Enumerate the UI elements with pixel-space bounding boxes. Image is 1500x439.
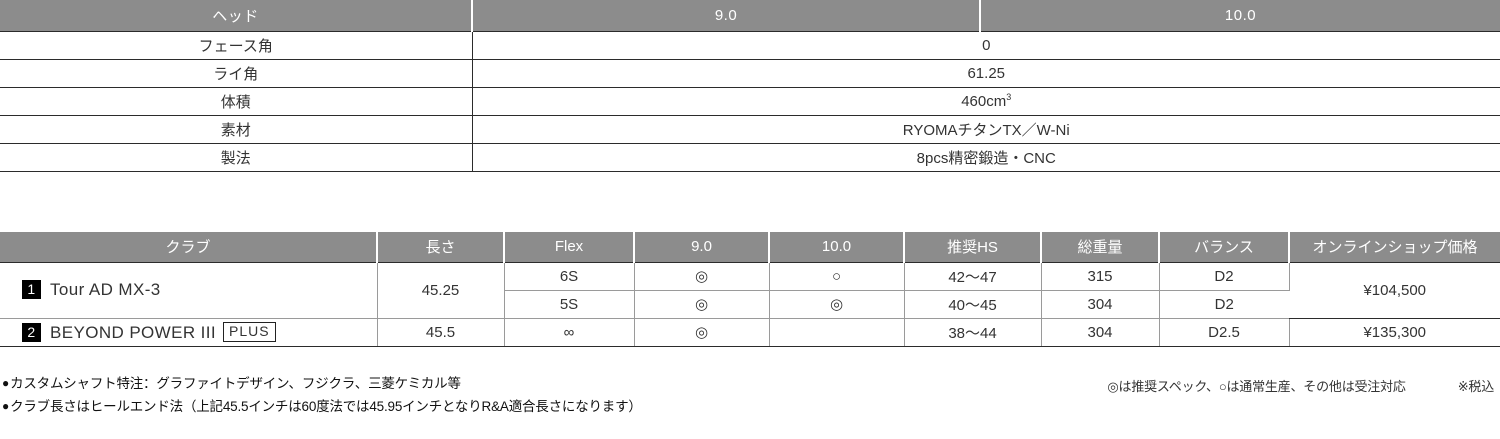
bullet-icon: ● — [2, 399, 10, 413]
club-length: 45.5 — [377, 318, 505, 347]
spec-row-face-angle: フェース角 0 — [0, 30, 1500, 60]
club-header-flex: Flex — [504, 232, 635, 262]
club-flex: 6S — [504, 261, 635, 291]
club-recommended-hs: 42〜47 — [904, 261, 1042, 291]
club-total-weight: 315 — [1041, 261, 1160, 291]
spec-label: 製法 — [0, 143, 473, 172]
cubic-superscript: 3 — [1006, 92, 1012, 102]
club-plus-tag: PLUS — [223, 321, 276, 342]
club-header-weight: 総重量 — [1041, 232, 1160, 262]
spec-label: 体積 — [0, 87, 473, 116]
spec-value: RYOMAチタンTX／W-Ni — [472, 115, 1500, 144]
club-loft-9-mark: ◎ — [634, 290, 770, 319]
spec-row-material: 素材 RYOMAチタンTX／W-Ni — [0, 115, 1500, 144]
club-total-weight: 304 — [1041, 318, 1160, 347]
footnotes-right: ◎は推奨スペック、○は通常生産、その他は受注対応 ※税込 — [894, 376, 1494, 395]
footnotes-left: ●カスタムシャフト特注：グラファイトデザイン、フジクラ、三菱ケミカル等 ●クラブ… — [2, 372, 642, 418]
club-header-loft-10: 10.0 — [769, 232, 905, 262]
club-price: ¥104,500 — [1289, 261, 1500, 319]
club-flex: 5S — [504, 290, 635, 319]
tax-note: ※税込 — [1457, 379, 1494, 394]
legend-marks-note: ◎は推奨スペック、○は通常生産、その他は受注対応 — [1107, 379, 1406, 394]
club-loft-10-mark: ◎ — [769, 290, 905, 319]
spec-value: 61.25 — [472, 59, 1500, 88]
footnote-club-length: ●クラブ長さはヒールエンド法（上記45.5インチは60度法では45.95インチと… — [2, 395, 642, 418]
club-name-cell: 2 BEYOND POWER III PLUS — [0, 318, 378, 347]
club-header-hs: 推奨HS — [904, 232, 1042, 262]
footnote-text: カスタムシャフト特注：グラファイトデザイン、フジクラ、三菱ケミカル等 — [10, 376, 461, 391]
spec-value: 0 — [472, 30, 1500, 60]
spec-value-text: 460cm — [961, 93, 1007, 110]
spec-label: 素材 — [0, 115, 473, 144]
club-name-cell: 1 Tour AD MX-3 — [0, 261, 378, 319]
club-balance: D2 — [1159, 261, 1290, 291]
club-name-label: Tour AD MX-3 — [50, 280, 161, 299]
spec-row-volume: 体積 460cm3 — [0, 87, 1500, 116]
spec-header-loft-10: 10.0 — [980, 0, 1500, 31]
club-header-price: オンラインショップ価格 — [1289, 232, 1500, 262]
club-spec-table: クラブ 長さ Flex 9.0 10.0 推奨HS 総重量 バランス オンライン… — [0, 232, 1500, 347]
table-row: 1 Tour AD MX-3 45.25 6S ◎ ○ 42〜47 315 D2 … — [0, 261, 1500, 319]
club-recommended-hs: 40〜45 — [904, 290, 1042, 319]
table-row: 2 BEYOND POWER III PLUS 45.5 ∞ ◎ 38〜44 304… — [0, 318, 1500, 347]
club-balance: D2.5 — [1159, 318, 1290, 347]
footnote-text: クラブ長さはヒールエンド法（上記45.5インチは60度法では45.95インチとな… — [10, 399, 642, 414]
spec-value: 460cm3 — [472, 87, 1500, 116]
spec-row-manufacturing: 製法 8pcs精密鍛造・CNC — [0, 143, 1500, 172]
head-spec-table: ヘッド 9.0 10.0 フェース角 0 ライ角 61.25 体積 460cm3… — [0, 0, 1500, 172]
club-price: ¥135,300 — [1289, 318, 1500, 347]
footnote-custom-shaft: ●カスタムシャフト特注：グラファイトデザイン、フジクラ、三菱ケミカル等 — [2, 372, 642, 395]
spec-header-head: ヘッド — [0, 0, 473, 31]
spec-label: フェース角 — [0, 30, 473, 60]
club-number-badge: 1 — [22, 280, 41, 299]
club-header-length: 長さ — [377, 232, 505, 262]
club-header-club: クラブ — [0, 232, 378, 262]
spec-label: ライ角 — [0, 59, 473, 88]
spec-value: 8pcs精密鍛造・CNC — [472, 143, 1500, 172]
club-length: 45.25 — [377, 261, 505, 319]
table-row: 5S ◎ ◎ 40〜45 304 D2 — [0, 290, 1500, 319]
club-loft-10-mark: ○ — [769, 261, 905, 291]
bullet-icon: ● — [2, 376, 10, 390]
club-flex: ∞ — [504, 318, 635, 347]
club-table-header-row: クラブ 長さ Flex 9.0 10.0 推奨HS 総重量 バランス オンライン… — [0, 232, 1500, 262]
club-loft-9-mark: ◎ — [634, 261, 770, 291]
club-header-balance: バランス — [1159, 232, 1290, 262]
spec-header-loft-9: 9.0 — [472, 0, 981, 31]
club-loft-10-mark — [769, 318, 905, 347]
club-recommended-hs: 38〜44 — [904, 318, 1042, 347]
club-loft-9-mark: ◎ — [634, 318, 770, 347]
club-header-loft-9: 9.0 — [634, 232, 770, 262]
spec-table-header-row: ヘッド 9.0 10.0 — [0, 0, 1500, 31]
club-balance: D2 — [1159, 290, 1289, 319]
spec-row-lie-angle: ライ角 61.25 — [0, 59, 1500, 88]
club-total-weight: 304 — [1041, 290, 1160, 319]
club-name-label: BEYOND POWER III — [50, 322, 217, 342]
club-number-badge: 2 — [22, 322, 41, 342]
